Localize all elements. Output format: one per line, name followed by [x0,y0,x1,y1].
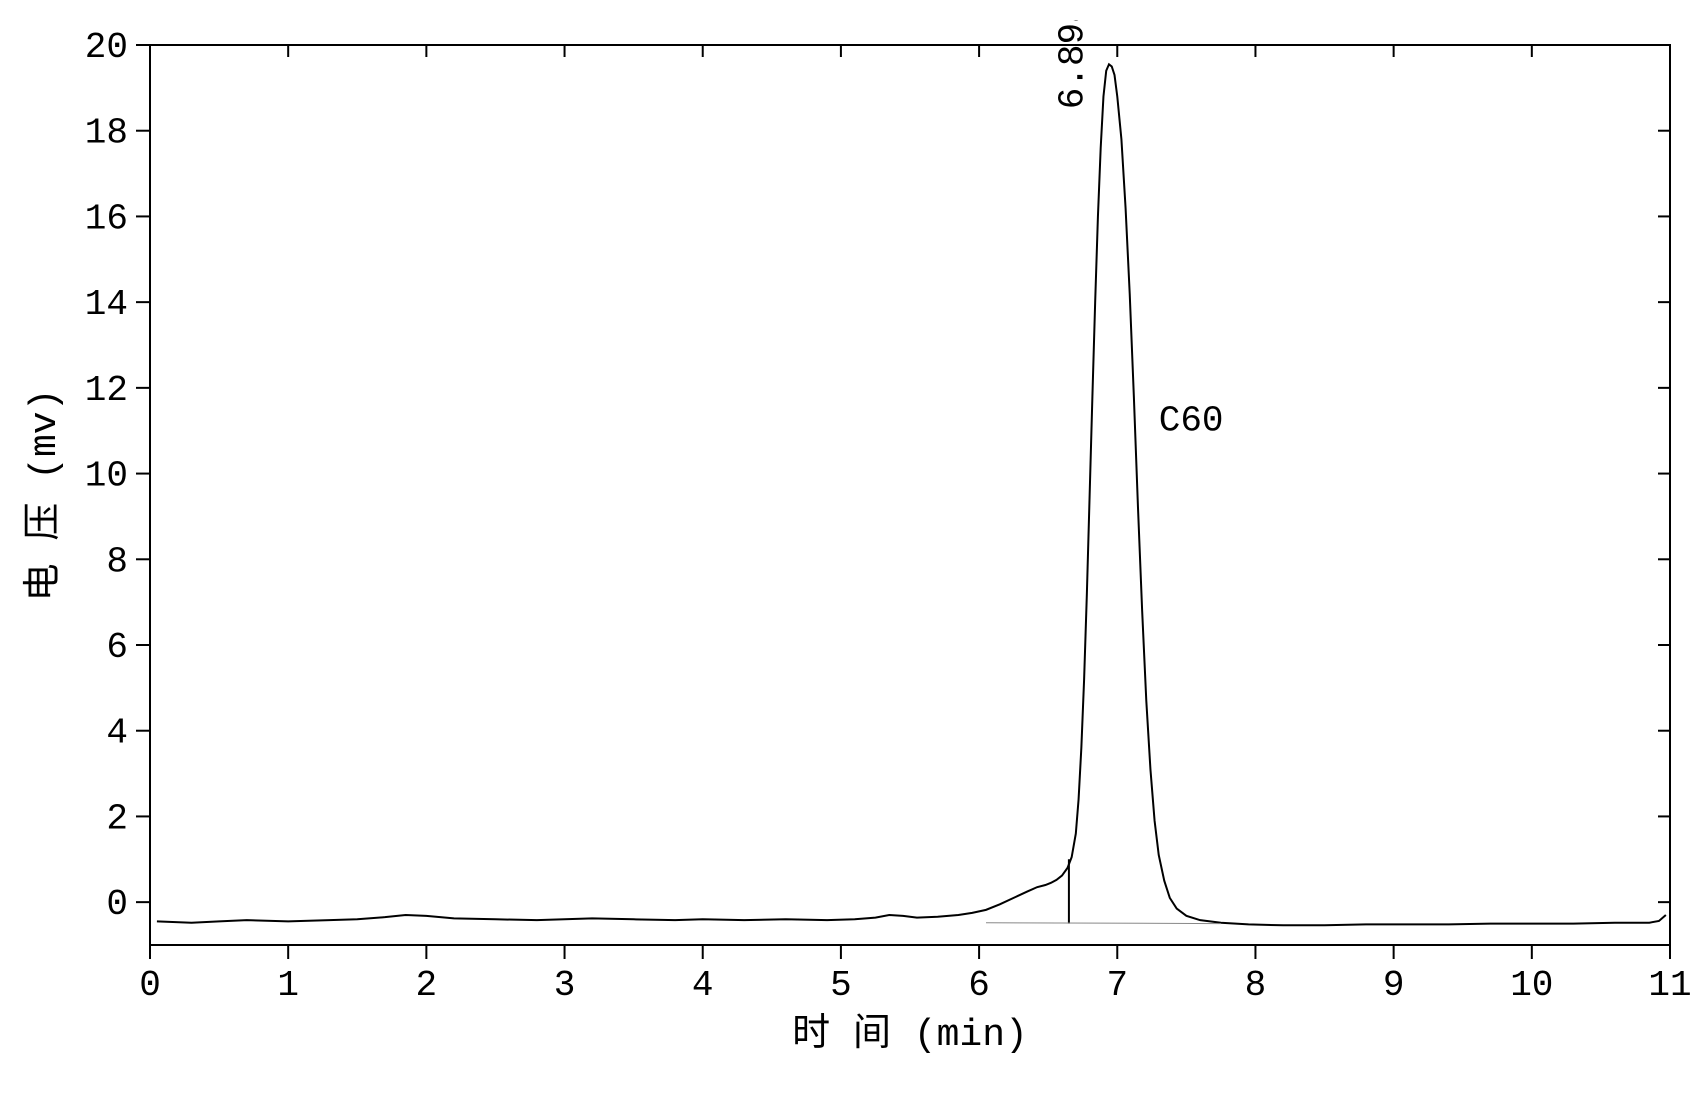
x-tick-label: 5 [830,965,852,1006]
plot-border [150,45,1670,945]
x-tick-label: 10 [1510,965,1553,1006]
y-tick-label: 16 [85,198,128,239]
y-tick-label: 18 [85,113,128,154]
x-axis-label: 时 间 (min) [792,1013,1028,1057]
y-axis-label: 电 压 (mv) [23,389,67,602]
peak-retention-label: 6.898 [1053,20,1094,109]
x-tick-label: 9 [1383,965,1405,1006]
x-tick-label: 1 [277,965,299,1006]
y-tick-label: 12 [85,370,128,411]
chart-svg: 0123456789101102468101214161820时 间 (min)… [20,20,1697,1088]
x-tick-label: 0 [139,965,161,1006]
peak-baseline [986,923,1221,924]
x-tick-label: 3 [554,965,576,1006]
chromatogram-trace [157,64,1666,925]
x-tick-label: 6 [968,965,990,1006]
y-tick-label: 6 [106,627,128,668]
y-tick-label: 20 [85,27,128,68]
x-tick-label: 11 [1648,965,1691,1006]
y-tick-label: 4 [106,713,128,754]
peak-name-label: C60 [1159,401,1224,442]
y-tick-label: 2 [106,798,128,839]
y-tick-label: 14 [85,284,128,325]
y-tick-label: 0 [106,884,128,925]
chromatogram-chart: 0123456789101102468101214161820时 间 (min)… [20,20,1697,1088]
x-tick-label: 4 [692,965,714,1006]
x-tick-label: 7 [1106,965,1128,1006]
y-tick-label: 10 [85,456,128,497]
x-tick-label: 8 [1245,965,1267,1006]
y-tick-label: 8 [106,541,128,582]
x-tick-label: 2 [416,965,438,1006]
